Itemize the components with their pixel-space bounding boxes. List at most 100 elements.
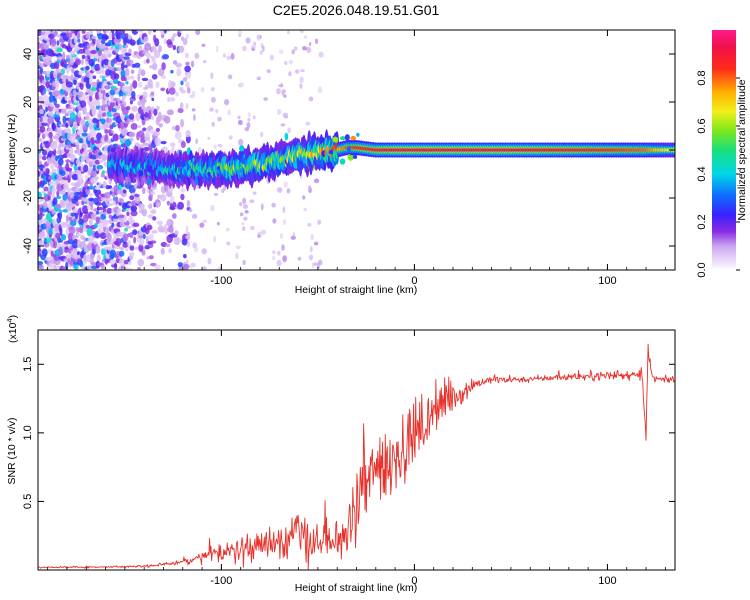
spectrogram-cell [45,70,51,78]
spectrogram-cell [184,65,191,73]
spectrogram-cell [39,108,44,115]
spectrogram-cell [141,208,148,217]
spectrogram-cell [291,49,295,55]
spectrogram-cell [94,99,101,107]
spectrogram-ridge-cell [352,154,358,159]
spectrogram-cell [86,43,91,49]
spectrogram-cell [163,38,168,45]
spectrogram-cell [97,49,102,57]
spectrogram-cell [106,207,113,214]
spectrogram-cell [203,60,207,64]
spectrogram-cell [116,67,123,71]
spectrogram-cell [73,247,78,253]
y-tick-label: 20 [22,96,34,108]
spectrogram-cell [180,187,185,193]
x-tick-label: 100 [598,275,616,287]
spectrogram-cell [147,79,153,87]
spectrogram-cell [153,50,161,59]
spectrogram-cell [123,259,130,265]
spectrogram-cell [101,83,105,91]
spectrogram-cell [128,131,136,138]
colorbar-label: Normalized spectral amplitude [736,79,748,220]
spectrogram-cell [92,164,97,172]
spectrogram-cell [120,69,126,78]
spectrogram-cell [193,114,196,122]
spectrogram-cell [127,34,132,40]
spectrogram-cell [154,38,160,47]
spectrogram-cell [133,183,139,190]
spectrogram-cell [150,115,154,121]
spectrogram-cell [238,82,244,88]
spectrogram-cell [302,46,307,51]
spectrogram-cell [56,127,63,136]
spectrogram-cell [150,240,157,244]
spectrogram-cell [123,101,127,107]
spectrogram-cell [213,235,217,243]
spectrogram-cell [160,87,166,92]
spectrogram-cell [104,129,109,134]
spectrogram-ridge-cell [350,135,357,141]
spectrogram-cell [151,229,158,234]
x-tick-label: 0 [411,275,417,287]
spectrogram-cell [137,100,142,106]
spectrogram-cell [115,30,123,37]
spectrogram-cell [67,30,73,33]
y-tick-label: 0.5 [22,494,34,509]
spectrogram-cell [109,101,116,108]
spectrogram-ridge-cell [347,153,354,161]
spectrogram-cell [107,185,113,190]
spectrogram-cell [131,30,139,35]
spectrogram-cell [51,38,57,47]
spectrogram-cell [299,30,304,34]
spectrogram-cell [93,222,98,229]
spectrogram-cell [103,35,110,40]
spectrogram-cell [38,213,45,217]
spectrogram-cell [80,58,85,66]
spectrogram-cell [92,75,97,80]
spectrogram-cell [38,152,42,161]
spectrogram-cell [221,188,225,194]
spectrogram-cell [137,258,145,267]
spectrogram-cell [202,219,207,224]
spectrogram-cell [38,240,45,246]
spectrogram-cell [123,215,128,223]
spectrogram-cells [38,30,675,270]
spectrogram-cell [142,142,149,147]
spectrogram-cell [179,102,184,109]
spectrogram-cell [44,140,51,149]
spectrogram-cell [251,43,257,49]
spectrogram-cell [308,42,312,46]
spectrogram-cell [235,245,241,250]
spectrogram-cell [120,62,125,71]
spectrogram-cell [284,60,288,66]
spectrogram-cell [169,142,176,147]
spectrogram-cell [102,220,110,224]
spectrogram-cell [303,207,308,212]
spectrogram-cell [93,139,101,144]
spectrogram-cell [93,240,98,245]
spectrogram-cell [282,255,287,263]
spectrogram-cell [271,256,276,261]
spectrogram-cell [276,88,281,95]
spectrogram-cell [110,95,115,103]
spectrogram-cell [277,250,281,256]
spectrogram-cell [128,215,134,224]
spectrogram-cell [125,247,129,252]
spectrogram-cell [45,106,49,113]
spectrogram-cell [88,185,94,190]
spectrogram-cell [126,74,130,81]
spectrogram-cell [128,48,132,54]
spectrogram-cell [138,238,144,246]
spectrogram-cell [58,209,63,214]
spectrogram-cell [235,252,239,260]
spectrogram-cell [185,34,189,39]
spectrogram-cell [138,45,143,51]
spectrogram-cell [226,241,231,246]
spectrogram-cell [151,55,155,61]
spectrogram-cell [160,247,165,255]
spectrogram-cell [217,266,222,270]
spectrogram-cell [65,122,69,128]
spectrogram-cell [187,240,191,248]
spectrogram-cell [166,200,171,206]
snr-y-ticks: 0.5 1.0 1.5 [22,357,675,509]
